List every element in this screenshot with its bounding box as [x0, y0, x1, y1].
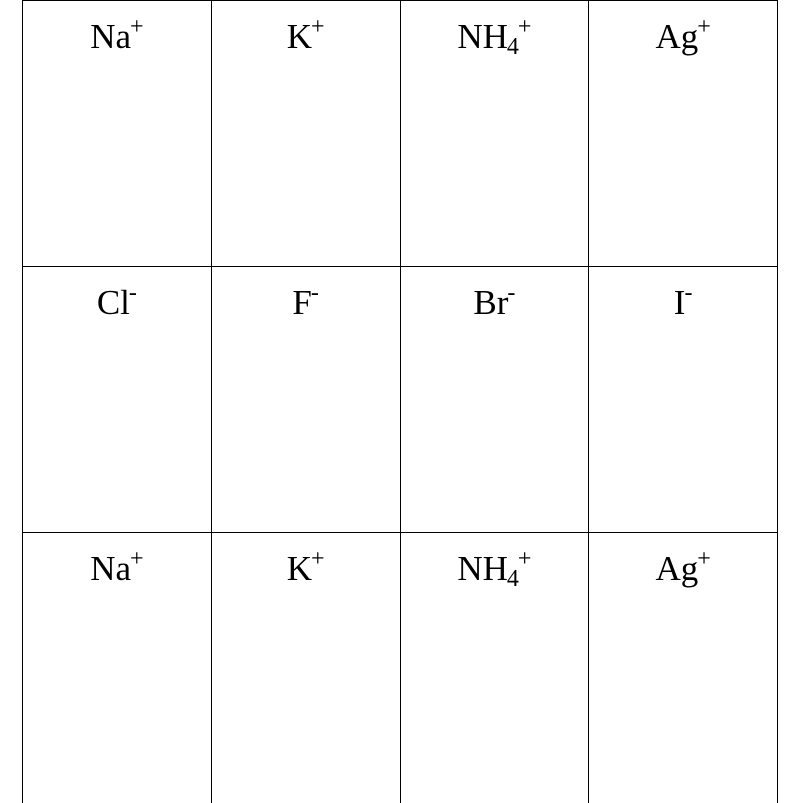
cell-r0c1: K+: [211, 1, 400, 267]
cell-r0c0: Na+: [23, 1, 212, 267]
ion-superscript: +: [518, 15, 532, 39]
ion-base: Ag: [655, 17, 698, 56]
ion-label: K+: [287, 19, 325, 54]
ion-base: Ag: [655, 549, 698, 588]
ion-base: K: [287, 17, 312, 56]
ion-label: F-: [292, 285, 318, 320]
cell-r1c3: I-: [589, 267, 778, 533]
ion-base: Cl: [97, 283, 130, 322]
ion-superscript: -: [507, 281, 515, 305]
ion-superscript: -: [311, 281, 319, 305]
cell-r2c3: Ag+: [589, 533, 778, 803]
ion-label: K+: [287, 551, 325, 586]
cell-r1c1: F-: [211, 267, 400, 533]
ion-superscript: -: [684, 281, 692, 305]
cell-r2c0: Na+: [23, 533, 212, 803]
ion-label: Br-: [473, 285, 515, 320]
ion-base: K: [287, 549, 312, 588]
ion-superscript: +: [130, 547, 144, 571]
cell-r0c2: NH4+: [400, 1, 589, 267]
cell-r1c0: Cl-: [23, 267, 212, 533]
table-row: Cl- F- Br- I-: [23, 267, 778, 533]
ion-base: Na: [90, 17, 131, 56]
cell-r2c2: NH4+: [400, 533, 589, 803]
ion-table: Na+ K+ NH4+ Ag+ Cl-: [22, 0, 778, 803]
cell-r1c2: Br-: [400, 267, 589, 533]
cell-r0c3: Ag+: [589, 1, 778, 267]
ion-superscript: +: [518, 547, 532, 571]
ion-label: NH4+: [457, 19, 531, 54]
ion-superscript: +: [311, 547, 325, 571]
ion-label: I-: [674, 285, 693, 320]
ion-superscript: +: [130, 15, 144, 39]
ion-base: NH: [457, 17, 508, 56]
ion-superscript: +: [697, 15, 711, 39]
ion-superscript: +: [697, 547, 711, 571]
ion-label: Cl-: [97, 285, 137, 320]
ion-label: Ag+: [655, 19, 710, 54]
cell-r2c1: K+: [211, 533, 400, 803]
ion-superscript: -: [129, 281, 137, 305]
ion-superscript: +: [311, 15, 325, 39]
ion-base: NH: [457, 549, 508, 588]
ion-base: Br: [473, 283, 508, 322]
ion-label: Na+: [90, 551, 143, 586]
ion-label: Na+: [90, 19, 143, 54]
ion-label: NH4+: [457, 551, 531, 586]
ion-base: F: [292, 283, 311, 322]
ion-label: Ag+: [655, 551, 710, 586]
table-row: Na+ K+ NH4+ Ag+: [23, 1, 778, 267]
ion-base: Na: [90, 549, 131, 588]
table-row: Na+ K+ NH4+ Ag+: [23, 533, 778, 803]
